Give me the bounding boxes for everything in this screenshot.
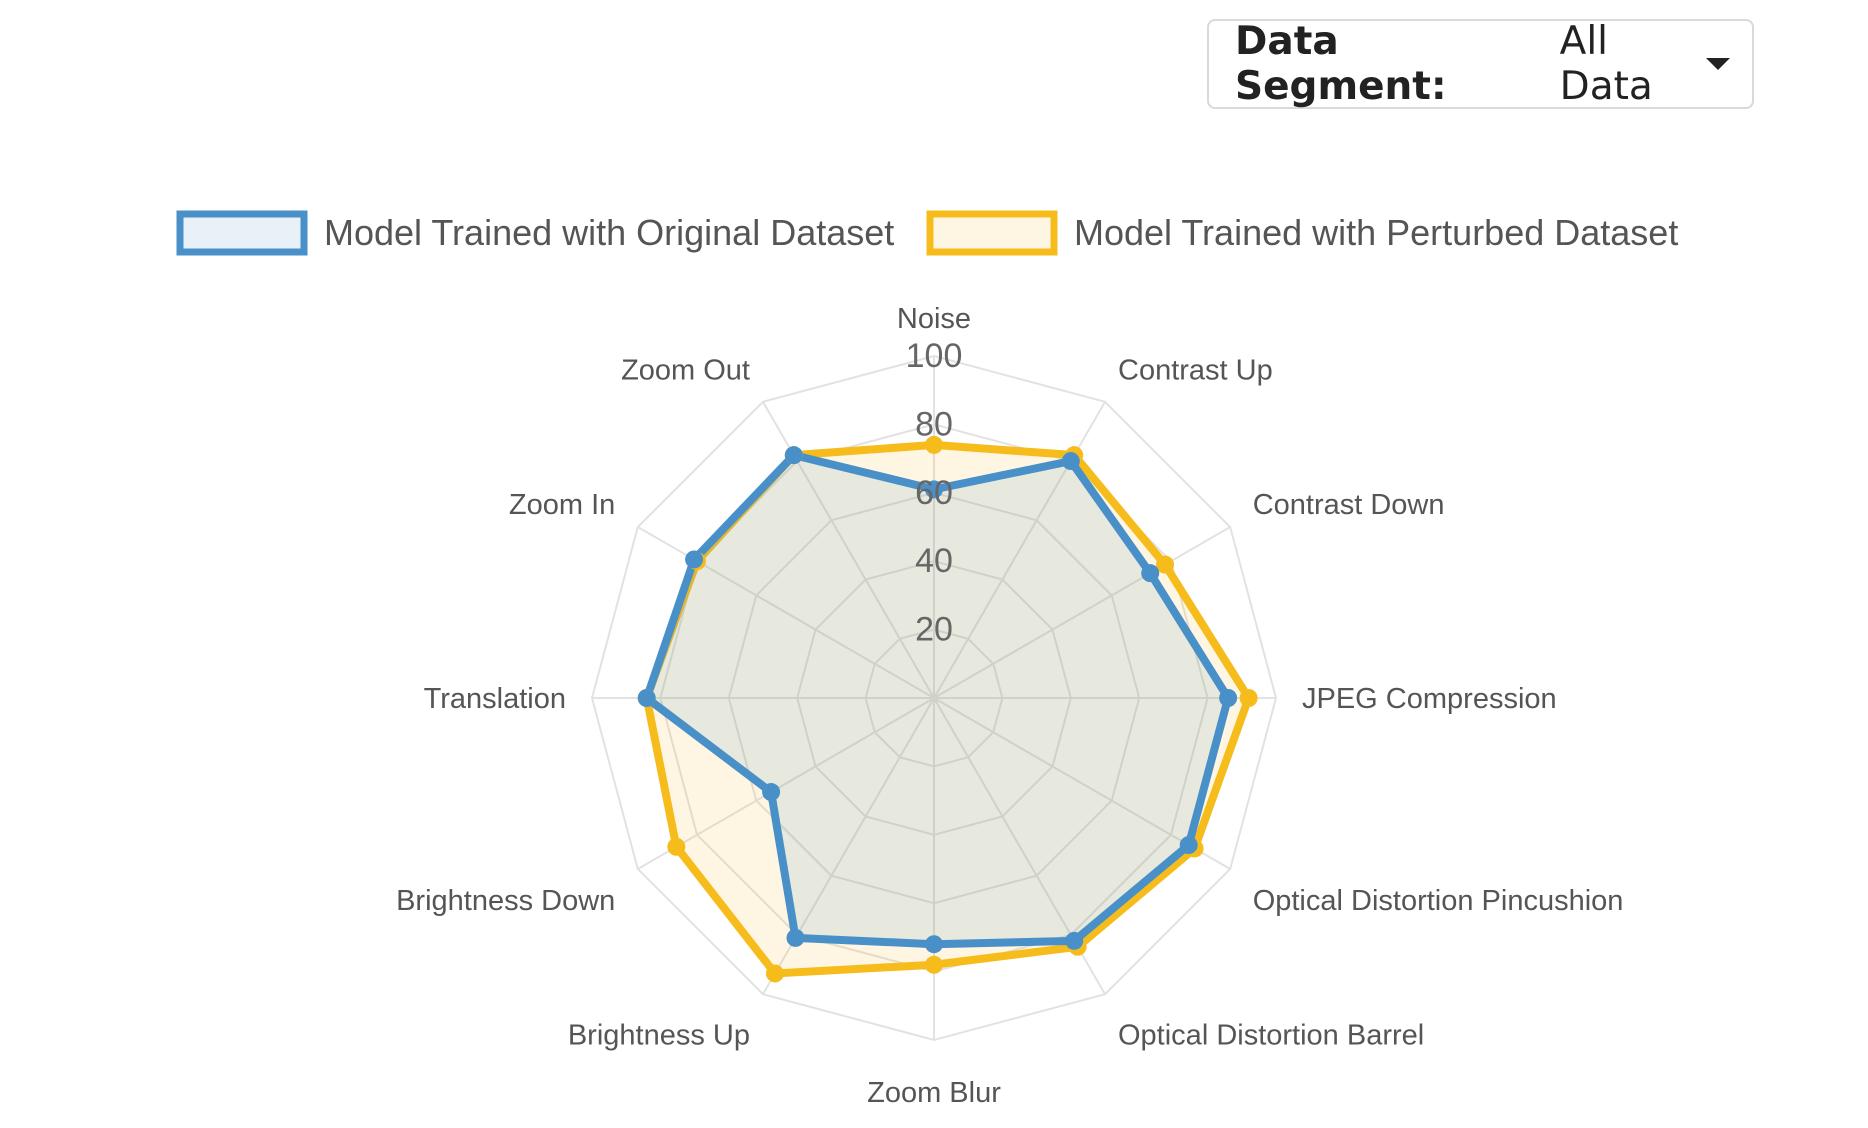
series-0-point — [1219, 689, 1238, 707]
series-1-point — [925, 435, 943, 454]
series-1-point — [1239, 689, 1258, 707]
legend-label-0: Model Trained with Original Dataset — [324, 212, 894, 253]
series-1-point — [1156, 555, 1175, 574]
category-label: Zoom Out — [621, 354, 750, 386]
series-0-point — [786, 928, 805, 947]
series-0-point — [762, 783, 781, 802]
radar-series-areas — [641, 440, 1254, 978]
r-tick-label: 20 — [915, 611, 953, 649]
category-label: Optical Distortion Pincushion — [1253, 885, 1624, 917]
series-0-point — [637, 689, 656, 707]
category-label: Brightness Up — [568, 1020, 750, 1052]
radar-series-points — [637, 435, 1258, 983]
legend-swatch-0 — [176, 210, 308, 256]
chart-legend: Model Trained with Original Dataset Model… — [176, 210, 1678, 256]
series-0-point — [925, 480, 943, 499]
series-1-point — [765, 964, 784, 983]
grid-spoke — [933, 697, 1231, 870]
legend-swatch-1 — [926, 210, 1058, 256]
category-label: Brightness Down — [396, 885, 615, 917]
category-label: Zoom Blur — [867, 1077, 1001, 1109]
series-1-point — [925, 955, 943, 974]
series-1-point — [667, 837, 686, 856]
grid-spoke — [933, 526, 1231, 699]
r-tick-label: 60 — [915, 474, 953, 512]
category-label: Zoom In — [509, 489, 615, 521]
series-0-point — [784, 446, 803, 465]
category-label: Translation — [424, 683, 566, 715]
category-label: Optical Distortion Barrel — [1118, 1020, 1424, 1052]
category-label: JPEG Compression — [1302, 683, 1557, 715]
data-segment-dropdown[interactable]: Data Segment: All Data — [1207, 19, 1754, 109]
series-0-point — [1179, 836, 1198, 855]
category-label: Noise — [897, 303, 971, 335]
radar-tick-labels: 20 40 60 80 100 — [906, 337, 963, 649]
category-label: Contrast Up — [1118, 354, 1273, 386]
grid-spoke — [637, 697, 935, 870]
series-0-point — [925, 935, 943, 954]
r-tick-label: 100 — [906, 337, 963, 375]
data-segment-value: All Data — [1559, 19, 1653, 109]
r-tick-label: 80 — [915, 405, 953, 443]
r-tick-label: 40 — [915, 542, 953, 580]
caret-down-icon — [1706, 58, 1730, 70]
data-segment-label: Data Segment: — [1235, 19, 1447, 109]
series-0-point — [1141, 564, 1160, 583]
series-0-point — [1065, 931, 1084, 950]
category-label: Contrast Down — [1253, 489, 1445, 521]
series-0-point — [1061, 452, 1080, 471]
radar-category-labels: Noise Contrast Up Contrast Down JPEG Compre… — [396, 303, 1623, 1109]
series-0-point — [685, 550, 704, 569]
legend-label-1: Model Trained with Perturbed Dataset — [1074, 212, 1678, 253]
